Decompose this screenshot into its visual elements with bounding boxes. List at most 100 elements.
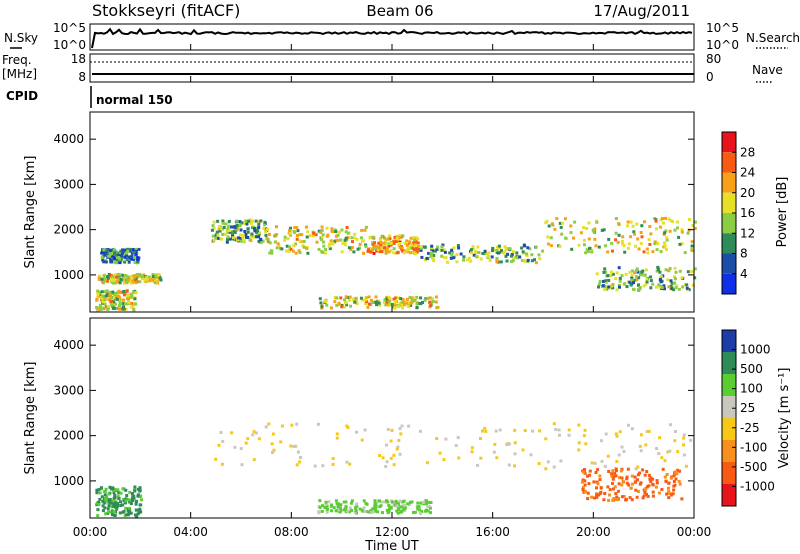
power-cell bbox=[210, 228, 214, 232]
noise-left-tick-bottom: 10^0 bbox=[53, 38, 86, 52]
velocity-cell bbox=[586, 491, 590, 495]
power-cell bbox=[95, 306, 99, 309]
velocity-cell bbox=[672, 474, 676, 478]
power-cell bbox=[633, 271, 636, 275]
power-cell bbox=[488, 258, 492, 262]
velocity-cell bbox=[395, 509, 399, 513]
power-cell bbox=[434, 300, 438, 304]
power-cell bbox=[105, 289, 109, 293]
power-cell bbox=[378, 250, 382, 253]
velocity-cell bbox=[426, 505, 430, 508]
velocity-cell bbox=[321, 504, 324, 508]
velocity-cell bbox=[298, 460, 302, 464]
power-cell bbox=[402, 301, 406, 304]
power-cell bbox=[423, 298, 427, 302]
velocity-cell bbox=[324, 500, 328, 504]
power-cell bbox=[442, 248, 446, 252]
velocity-cell bbox=[299, 456, 302, 459]
velocity-cell bbox=[329, 504, 333, 508]
power-cell bbox=[384, 238, 388, 242]
noise-right-tick-top: 10^5 bbox=[706, 21, 739, 35]
velocity-cell bbox=[134, 502, 138, 506]
power-cell bbox=[677, 235, 681, 239]
power-cell bbox=[656, 265, 660, 269]
velocity-cell bbox=[663, 475, 667, 479]
velocity-cell bbox=[385, 460, 389, 464]
velocity-colorbar-tick-label: 25 bbox=[740, 401, 755, 415]
x-tick-label: 08:00 bbox=[274, 525, 309, 539]
velocity-cell bbox=[413, 510, 417, 514]
velocity-cell bbox=[484, 429, 488, 433]
x-tick-label: 20:00 bbox=[576, 525, 611, 539]
velocity-cell bbox=[369, 509, 373, 513]
power-cell bbox=[394, 296, 398, 300]
velocity-cell bbox=[647, 429, 651, 433]
power-cell bbox=[116, 273, 120, 276]
power-cell bbox=[407, 303, 411, 307]
power-ylabel: Slant Range [km] bbox=[23, 156, 38, 269]
power-cell bbox=[328, 242, 332, 246]
power-cell bbox=[625, 285, 629, 289]
power-cell bbox=[573, 220, 577, 224]
velocity-cell bbox=[507, 442, 511, 446]
power-cell bbox=[294, 251, 298, 255]
power-cell bbox=[266, 238, 270, 242]
velocity-cell bbox=[113, 488, 117, 492]
power-cell bbox=[226, 230, 230, 234]
velocity-cell bbox=[651, 477, 655, 481]
power-cell bbox=[639, 242, 643, 246]
velocity-cell bbox=[111, 513, 115, 517]
power-cell bbox=[377, 241, 381, 245]
velocity-cell bbox=[244, 441, 248, 445]
velocity-cell bbox=[615, 495, 619, 499]
power-cell bbox=[315, 240, 319, 244]
power-cell bbox=[467, 256, 471, 260]
velocity-cell bbox=[138, 489, 142, 493]
power-cell bbox=[538, 257, 542, 261]
power-cell bbox=[289, 233, 292, 237]
power-cell bbox=[283, 235, 287, 239]
power-cell bbox=[504, 248, 508, 252]
velocity-cell bbox=[254, 431, 258, 435]
power-cell bbox=[520, 246, 524, 250]
power-cell bbox=[127, 300, 131, 304]
velocity-cell bbox=[394, 499, 398, 503]
velocity-cell bbox=[618, 430, 622, 434]
power-cell bbox=[246, 227, 250, 231]
power-cell bbox=[338, 230, 341, 234]
power-cell bbox=[640, 270, 644, 274]
power-cell bbox=[120, 254, 124, 258]
power-cell bbox=[124, 302, 128, 306]
power-cell bbox=[686, 231, 690, 235]
power-cell bbox=[668, 229, 672, 233]
velocity-colorbar-tick-label: 500 bbox=[740, 362, 763, 376]
power-cell bbox=[320, 305, 324, 309]
velocity-colorbar-segment bbox=[722, 396, 736, 418]
power-cell bbox=[298, 251, 302, 255]
power-cell bbox=[343, 305, 347, 309]
power-cell bbox=[388, 299, 392, 303]
power-cell bbox=[597, 285, 600, 289]
power-cell bbox=[495, 245, 499, 249]
power-cell bbox=[251, 235, 255, 239]
power-cell bbox=[389, 242, 393, 245]
power-cell bbox=[667, 285, 671, 289]
velocity-cell bbox=[318, 506, 322, 509]
power-cell bbox=[614, 277, 618, 281]
power-cell bbox=[427, 251, 431, 255]
velocity-cell bbox=[397, 508, 401, 511]
power-cell bbox=[387, 300, 391, 304]
velocity-cell bbox=[554, 428, 558, 431]
power-cell bbox=[582, 226, 585, 230]
power-cell bbox=[401, 298, 405, 302]
velocity-cell bbox=[403, 503, 407, 507]
power-cell bbox=[143, 278, 147, 282]
power-cell bbox=[118, 261, 122, 265]
power-cell bbox=[344, 295, 348, 299]
power-colorbar-tick-label: 16 bbox=[740, 206, 755, 220]
velocity-cell bbox=[599, 486, 603, 490]
power-cell bbox=[384, 247, 388, 251]
velocity-cell bbox=[426, 500, 430, 504]
power-cell bbox=[406, 301, 410, 305]
velocity-cell bbox=[354, 506, 358, 510]
